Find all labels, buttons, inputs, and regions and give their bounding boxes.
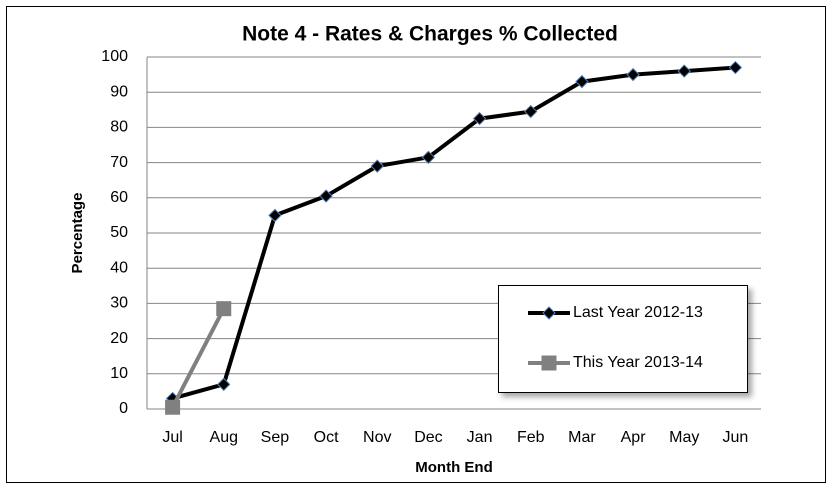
series-line [170, 307, 226, 409]
legend-label: Last Year 2012-13 [573, 304, 703, 321]
x-tick-label: Jul [162, 429, 182, 446]
legend-label: This Year 2013-14 [573, 354, 703, 371]
y-tick-label: 80 [110, 119, 128, 136]
x-tick-label: Feb [517, 429, 545, 446]
x-tick-label: Mar [568, 429, 596, 446]
marker [216, 301, 232, 317]
y-tick-label: 100 [101, 48, 128, 65]
series-line [172, 65, 736, 401]
marker [541, 355, 557, 371]
y-axis-label: Percentage [69, 193, 86, 274]
y-tick-label: 30 [110, 295, 128, 312]
legend-box [498, 285, 748, 393]
marker [319, 189, 333, 203]
x-tick-label: Aug [210, 429, 238, 446]
y-tick-label: 40 [110, 259, 128, 276]
y-tick-label: 90 [110, 83, 128, 100]
x-tick-label: Apr [621, 429, 647, 446]
x-tick-label: Dec [414, 429, 442, 446]
marker [728, 60, 743, 75]
y-tick-label: 10 [110, 365, 128, 382]
marker [421, 150, 436, 165]
marker [575, 74, 589, 89]
chart-title: Note 4 - Rates & Charges % Collected [242, 23, 618, 46]
y-tick-label: 20 [110, 330, 128, 347]
x-tick-label: Jan [467, 429, 493, 446]
y-tick-label: 70 [110, 154, 128, 171]
chart-border [6, 6, 826, 483]
marker [217, 377, 231, 392]
x-tick-label: Nov [363, 429, 391, 446]
marker [524, 104, 538, 119]
y-tick-label: 50 [110, 224, 128, 241]
x-tick-label: May [669, 429, 699, 446]
x-axis-label: Month End [415, 459, 492, 476]
marker [370, 159, 384, 173]
marker [472, 111, 487, 126]
y-tick-label: 0 [119, 400, 128, 417]
marker [626, 67, 640, 82]
x-tick-label: Sep [261, 429, 290, 446]
marker [542, 306, 556, 320]
marker [268, 208, 282, 223]
marker [165, 399, 181, 415]
y-tick-label: 60 [110, 189, 128, 206]
x-tick-label: Jun [723, 429, 749, 446]
x-tick-label: Oct [314, 429, 339, 446]
marker [677, 64, 691, 78]
